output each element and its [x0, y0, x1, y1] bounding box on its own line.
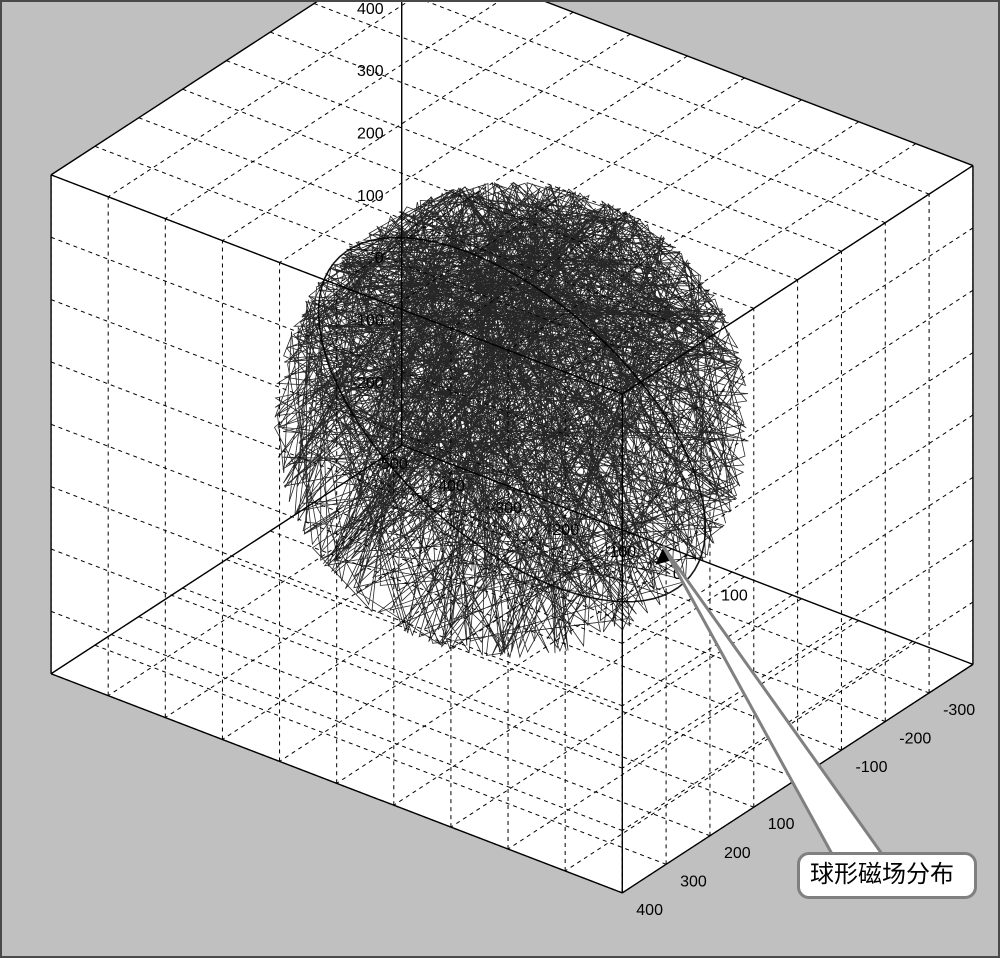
svg-text:-400: -400	[433, 478, 465, 495]
svg-text:300: 300	[357, 63, 384, 80]
svg-text:-200: -200	[352, 375, 384, 392]
axes-3d[interactable]: -200 -100 0 100 200 300 400 -500 -400 -300 -200 -10…	[2, 2, 998, 956]
annotation-label: 球形磁场分布	[810, 862, 954, 888]
svg-text:-100: -100	[604, 544, 636, 561]
svg-text:100: 100	[357, 188, 384, 205]
svg-text:400: 400	[636, 902, 663, 919]
svg-text:-200: -200	[547, 522, 579, 539]
svg-text:200: 200	[724, 845, 751, 862]
svg-text:-200: -200	[899, 731, 931, 748]
svg-text:400: 400	[357, 2, 384, 18]
figure-frame: -200 -100 0 100 200 300 400 -500 -400 -300 -200 -10…	[0, 0, 1000, 958]
svg-text:300: 300	[680, 873, 707, 890]
svg-text:-500: -500	[376, 456, 408, 473]
svg-text:-100: -100	[855, 759, 887, 776]
svg-text:-100: -100	[352, 313, 384, 330]
svg-text:0: 0	[375, 250, 384, 267]
svg-text:100: 100	[721, 588, 748, 605]
svg-text:200: 200	[357, 125, 384, 142]
svg-text:100: 100	[768, 816, 795, 833]
svg-text:-300: -300	[490, 500, 522, 517]
svg-text:-300: -300	[943, 702, 975, 719]
annotation-callout: 球形磁场分布	[797, 852, 977, 899]
